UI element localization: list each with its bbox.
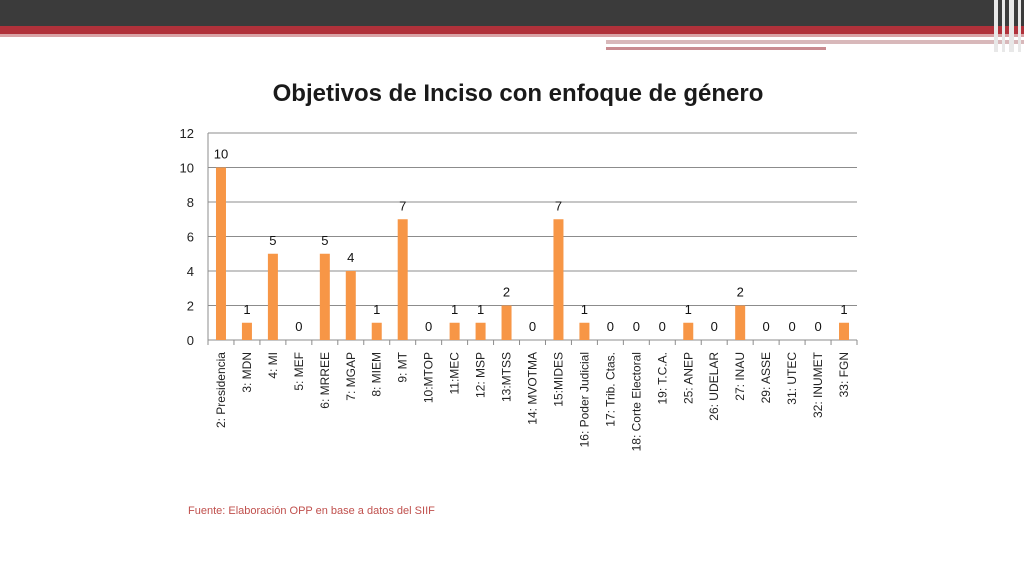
x-tick-label: 9: MT [396, 351, 410, 382]
data-label: 0 [763, 319, 770, 334]
data-label: 0 [814, 319, 821, 334]
y-tick-label: 8 [187, 195, 194, 210]
bar [241, 322, 252, 340]
decorative-strip [1018, 0, 1021, 52]
header-bar-red [0, 26, 1024, 34]
y-tick-label: 0 [187, 333, 194, 348]
x-tick-label: 10:MTOP [422, 352, 436, 403]
data-label: 0 [711, 319, 718, 334]
x-tick-label: 11:MEC [448, 352, 462, 395]
bar [475, 322, 486, 340]
data-label: 7 [555, 198, 562, 213]
x-tick-label: 6: MRREE [318, 352, 332, 409]
y-tick-label: 2 [187, 299, 194, 314]
bar [501, 305, 512, 340]
header-bar-pink [0, 34, 1024, 37]
data-label: 1 [477, 302, 484, 317]
data-label: 0 [425, 319, 432, 334]
data-label: 1 [373, 302, 380, 317]
data-label: 2 [503, 285, 510, 300]
x-tick-label: 18: Corte Electoral [629, 352, 643, 451]
x-tick-label: 16: Poder Judicial [577, 352, 591, 447]
data-label: 1 [581, 302, 588, 317]
data-label: 0 [788, 319, 795, 334]
x-tick-label: 5: MEF [292, 352, 306, 391]
bar [371, 322, 382, 340]
y-tick-label: 6 [187, 230, 194, 245]
data-label: 7 [399, 198, 406, 213]
decorative-line [606, 47, 826, 50]
bar [553, 219, 564, 340]
bar [319, 253, 330, 340]
data-label: 4 [347, 250, 354, 265]
bar [735, 305, 746, 340]
x-tick-label: 15:MIDES [551, 352, 565, 407]
x-tick-label: 12: MSP [474, 352, 488, 398]
data-label: 0 [529, 319, 536, 334]
decorative-strip [1009, 0, 1014, 52]
x-tick-label: 29: ASSE [759, 352, 773, 403]
x-tick-label: 13:MTSS [500, 352, 514, 402]
bar [215, 167, 226, 340]
x-tick-label: 31: UTEC [785, 352, 799, 405]
bar [579, 322, 590, 340]
chart-title: Objetivos de Inciso con enfoque de géner… [272, 80, 764, 107]
data-label: 0 [607, 319, 614, 334]
y-tick-label: 10 [180, 161, 194, 176]
data-label: 0 [633, 319, 640, 334]
data-label: 1 [243, 302, 250, 317]
data-label: 1 [451, 302, 458, 317]
bar [683, 322, 694, 340]
y-tick-label: 4 [187, 264, 194, 279]
data-label: 0 [295, 319, 302, 334]
header-bar-dark [0, 0, 1024, 26]
source-footnote: Fuente: Elaboración OPP en base a datos … [188, 505, 435, 517]
bar [449, 322, 460, 340]
x-tick-label: 25: ANEP [681, 352, 695, 404]
x-tick-label: 33: FGN [837, 352, 851, 397]
data-label: 1 [840, 302, 847, 317]
x-tick-label: 19: T.C.A. [655, 352, 669, 404]
decorative-strip [994, 0, 998, 52]
bar [345, 271, 356, 340]
data-label: 10 [214, 147, 228, 162]
x-tick-label: 7: MGAP [344, 352, 358, 401]
data-label: 1 [685, 302, 692, 317]
x-tick-label: 32: INUMET [811, 351, 825, 418]
x-tick-label: 2: Presidencia [214, 352, 228, 428]
x-tick-label: 14: MVOTMA [526, 352, 540, 425]
bar [267, 253, 278, 340]
bar [397, 219, 408, 340]
y-tick-label: 12 [180, 126, 194, 141]
x-tick-label: 8: MIEM [370, 352, 384, 397]
x-tick-label: 17: Trib. Ctas. [603, 352, 617, 427]
data-label: 2 [737, 285, 744, 300]
data-label: 5 [321, 233, 328, 248]
decorative-strip [1002, 0, 1005, 52]
x-tick-label: 27: INAU [733, 352, 747, 401]
data-label: 0 [659, 319, 666, 334]
bar [839, 322, 850, 340]
data-label: 5 [269, 233, 276, 248]
x-tick-label: 3: MDN [240, 352, 254, 393]
x-tick-label: 4: MI [266, 352, 280, 379]
x-tick-label: 26: UDELAR [707, 352, 721, 421]
decorative-line [606, 40, 1024, 44]
